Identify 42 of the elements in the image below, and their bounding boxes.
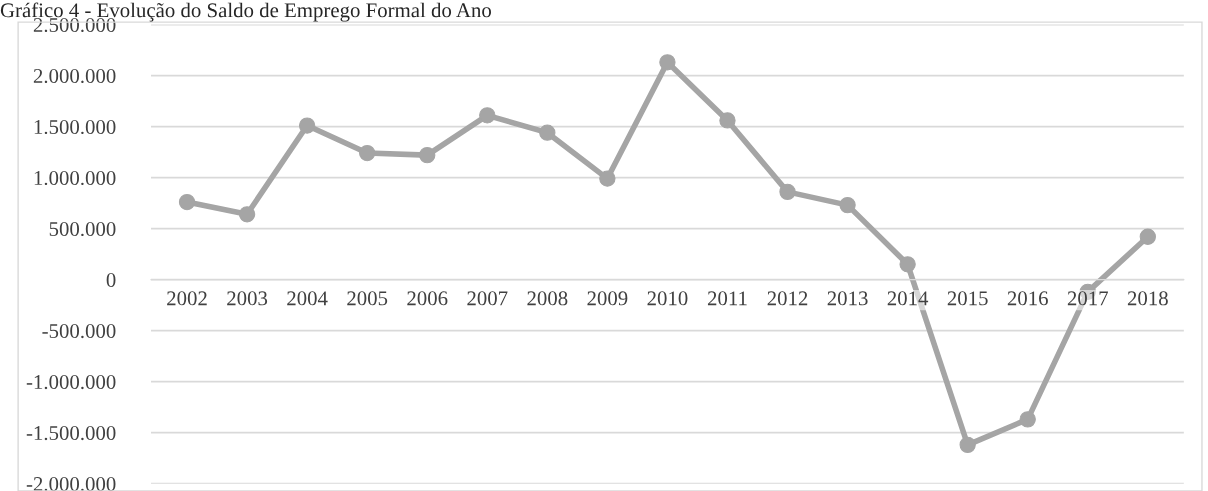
x-tick-label: 2005 bbox=[347, 291, 388, 306]
x-tick-label: 2012 bbox=[767, 291, 808, 306]
point bbox=[959, 436, 976, 454]
point bbox=[539, 124, 556, 141]
x-tick-label: 2011 bbox=[707, 291, 747, 306]
point bbox=[178, 193, 196, 211]
point bbox=[899, 256, 916, 273]
x-tick-label: 2008 bbox=[527, 291, 568, 306]
y-tick-label: 0 bbox=[106, 272, 116, 288]
y-tick-label: 2.000.000 bbox=[33, 68, 116, 84]
y-tick-label: 500.000 bbox=[49, 221, 116, 237]
x-tick-label: 2010 bbox=[647, 291, 688, 306]
y-tick-label: -1.000.000 bbox=[26, 374, 116, 390]
x-tick-label: 2002 bbox=[167, 291, 207, 306]
point bbox=[839, 196, 856, 214]
point bbox=[298, 117, 316, 134]
point bbox=[1139, 228, 1156, 245]
x-tick-label: 2018 bbox=[1127, 291, 1168, 306]
point bbox=[359, 144, 376, 162]
x-tick-label: 2017 bbox=[1067, 291, 1108, 306]
point bbox=[719, 112, 736, 129]
x-tick-label: 2009 bbox=[587, 291, 628, 306]
point bbox=[1019, 411, 1036, 428]
x-tick-label: 2007 bbox=[467, 291, 508, 306]
point bbox=[238, 206, 256, 223]
y-tick-label: 1.500.000 bbox=[34, 119, 116, 135]
x-tick-label: 2015 bbox=[947, 291, 988, 306]
point bbox=[599, 170, 616, 187]
y-tick-label: -1.500.000 bbox=[26, 426, 116, 441]
y-tick-label: -500.000 bbox=[42, 323, 116, 339]
point bbox=[479, 107, 496, 124]
x-tick-label: 2003 bbox=[227, 291, 268, 306]
x-tick-label: 2013 bbox=[827, 291, 868, 306]
x-tick-label: 2006 bbox=[407, 291, 448, 306]
x-tick-label: 2004 bbox=[287, 291, 328, 306]
x-tick-label: 2014 bbox=[887, 291, 929, 306]
point bbox=[659, 54, 676, 71]
x-tick-label: 2016 bbox=[1007, 291, 1048, 306]
y-tick-label: 1.000.000 bbox=[34, 170, 116, 186]
point bbox=[779, 183, 796, 201]
y-tick-label: -2.000.000 bbox=[26, 477, 116, 491]
point bbox=[419, 146, 436, 164]
